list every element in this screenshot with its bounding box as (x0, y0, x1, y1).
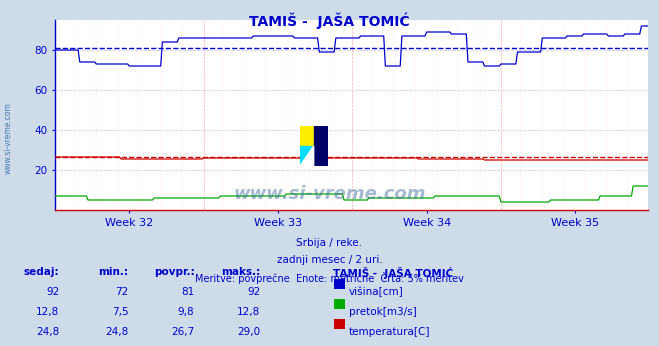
Text: sedaj:: sedaj: (24, 267, 59, 277)
Text: 92: 92 (46, 287, 59, 297)
Text: pretok[m3/s]: pretok[m3/s] (349, 307, 416, 317)
Text: višina[cm]: višina[cm] (349, 287, 403, 298)
Bar (314, 126, 328, 166)
Text: 12,8: 12,8 (36, 307, 59, 317)
Text: 24,8: 24,8 (105, 327, 129, 337)
Text: 9,8: 9,8 (178, 307, 194, 317)
Text: 72: 72 (115, 287, 129, 297)
Text: temperatura[C]: temperatura[C] (349, 327, 430, 337)
Text: Srbija / reke.: Srbija / reke. (297, 238, 362, 248)
Text: 12,8: 12,8 (237, 307, 260, 317)
Text: 26,7: 26,7 (171, 327, 194, 337)
Bar (300, 126, 314, 146)
Bar (300, 146, 314, 166)
Text: 92: 92 (247, 287, 260, 297)
Text: www.si-vreme.com: www.si-vreme.com (233, 185, 426, 203)
Polygon shape (300, 146, 314, 166)
Text: www.si-vreme.com: www.si-vreme.com (4, 102, 13, 174)
Text: 81: 81 (181, 287, 194, 297)
Text: min.:: min.: (98, 267, 129, 277)
Text: 29,0: 29,0 (237, 327, 260, 337)
Text: maks.:: maks.: (221, 267, 260, 277)
Text: TAMIŠ -  JAŠA TOMIĆ: TAMIŠ - JAŠA TOMIĆ (333, 267, 453, 279)
Text: TAMIŠ -  JAŠA TOMIĆ: TAMIŠ - JAŠA TOMIĆ (249, 12, 410, 29)
Text: zadnji mesec / 2 uri.: zadnji mesec / 2 uri. (277, 255, 382, 265)
Text: 7,5: 7,5 (112, 307, 129, 317)
Text: 24,8: 24,8 (36, 327, 59, 337)
Text: Meritve: povprečne  Enote: metrične  Črta: 5% meritev: Meritve: povprečne Enote: metrične Črta:… (195, 272, 464, 284)
Text: povpr.:: povpr.: (154, 267, 194, 277)
